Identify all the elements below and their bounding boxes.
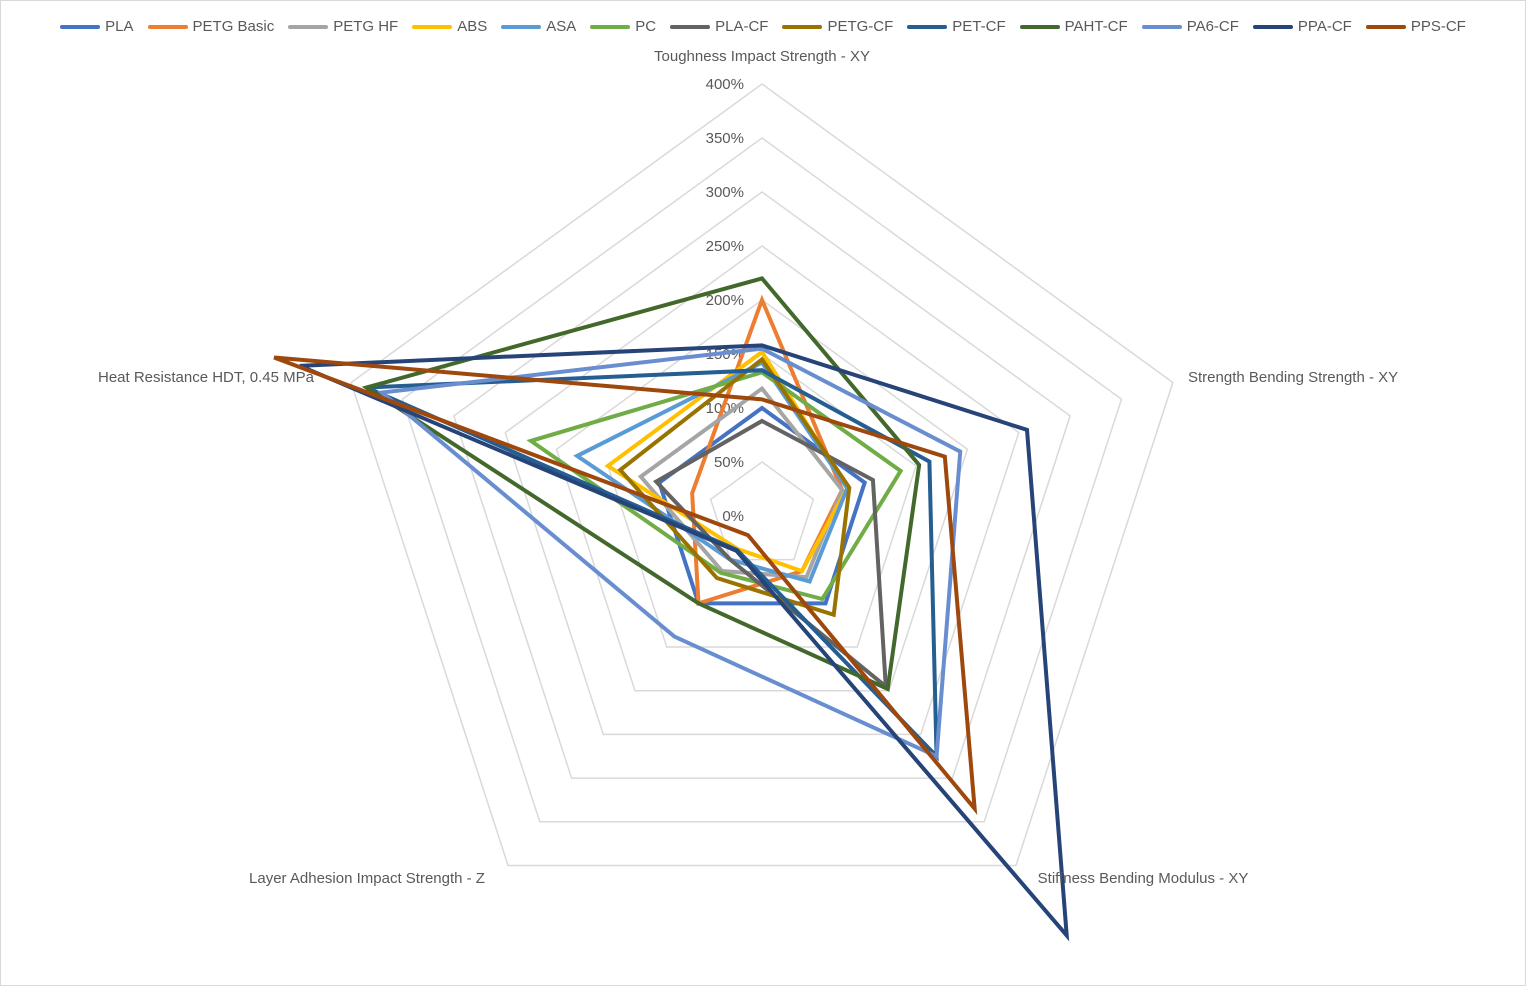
tick-label: 0%: [722, 508, 744, 525]
legend-label: PETG Basic: [192, 18, 275, 35]
axis-title-stiffness: Stiffness Bending Modulus - XY: [1037, 870, 1249, 887]
grid-ring: [350, 83, 1174, 867]
legend-label: PLA-CF: [715, 18, 769, 35]
legend-label: PA6-CF: [1186, 18, 1239, 35]
series-line-pps-cf: [273, 355, 978, 815]
tick-label: 200%: [706, 292, 744, 309]
legend-item: PET-CF: [907, 18, 1006, 35]
legend-item: PC: [590, 18, 656, 35]
legend: PLA PETG Basic PETG HF ABS ASA PC PLA-CF PETG-C…: [0, 18, 1526, 35]
legend-item: PA6-CF: [1141, 18, 1239, 35]
legend-item: PETG Basic: [147, 18, 275, 35]
tick-label: 400%: [706, 76, 744, 93]
legend-label: ASA: [546, 18, 577, 35]
series-line-asa: [573, 360, 850, 584]
legend-label: ABS: [457, 18, 488, 35]
legend-item: ABS: [412, 18, 487, 35]
legend-swatch: [501, 24, 542, 29]
legend-item: PPS-CF: [1365, 18, 1466, 35]
axis-title-strength: Strength Bending Strength - XY: [1188, 369, 1399, 386]
legend-item: PETG-CF: [782, 18, 893, 35]
grid-ring: [504, 245, 1020, 736]
legend-label: PET-CF: [952, 18, 1006, 35]
legend-label: PETG-CF: [827, 18, 894, 35]
legend-label: PPS-CF: [1410, 18, 1466, 35]
legend-swatch: [782, 24, 823, 29]
axis-title-toughness: Toughness Impact Strength - XY: [654, 48, 870, 65]
grid-ring: [709, 461, 815, 561]
legend-swatch: [590, 24, 631, 29]
legend-item: PLA: [60, 18, 134, 35]
tick-label: 350%: [706, 130, 744, 147]
legend-label: PAHT-CF: [1064, 18, 1128, 35]
axis-title-heat-resistance: Heat Resistance HDT, 0.45 MPa: [98, 369, 314, 386]
legend-item: PPA-CF: [1252, 18, 1352, 35]
legend-label: PLA: [105, 18, 134, 35]
axis-title-layer-adhesion: Layer Adhesion Impact Strength - Z: [249, 870, 485, 887]
legend-swatch: [288, 24, 329, 29]
series-line-pa6-cf: [377, 346, 963, 760]
radar-grid: [350, 83, 1174, 867]
tick-label: 250%: [706, 238, 744, 255]
legend-item: PAHT-CF: [1019, 18, 1128, 35]
grid-ring: [401, 137, 1123, 823]
legend-label: PETG HF: [333, 18, 399, 35]
series-line-ppa-cf: [299, 343, 1070, 942]
legend-swatch: [907, 24, 948, 29]
legend-swatch: [1252, 24, 1293, 29]
legend-swatch: [1141, 24, 1182, 29]
radar-series: [273, 276, 1070, 942]
legend-item: PLA-CF: [670, 18, 768, 35]
legend-label: PC: [635, 18, 657, 35]
tick-label: 300%: [706, 184, 744, 201]
legend-swatch: [60, 24, 101, 29]
legend-swatch: [412, 24, 453, 29]
legend-item: PETG HF: [288, 18, 398, 35]
tick-label: 50%: [714, 454, 744, 471]
legend-swatch: [147, 24, 188, 29]
series-line-petg-hf: [637, 385, 845, 580]
legend-swatch: [670, 24, 711, 29]
legend-swatch: [1019, 24, 1060, 29]
legend-item: ASA: [501, 18, 576, 35]
legend-label: PPA-CF: [1297, 18, 1352, 35]
legend-swatch: [1365, 24, 1406, 29]
